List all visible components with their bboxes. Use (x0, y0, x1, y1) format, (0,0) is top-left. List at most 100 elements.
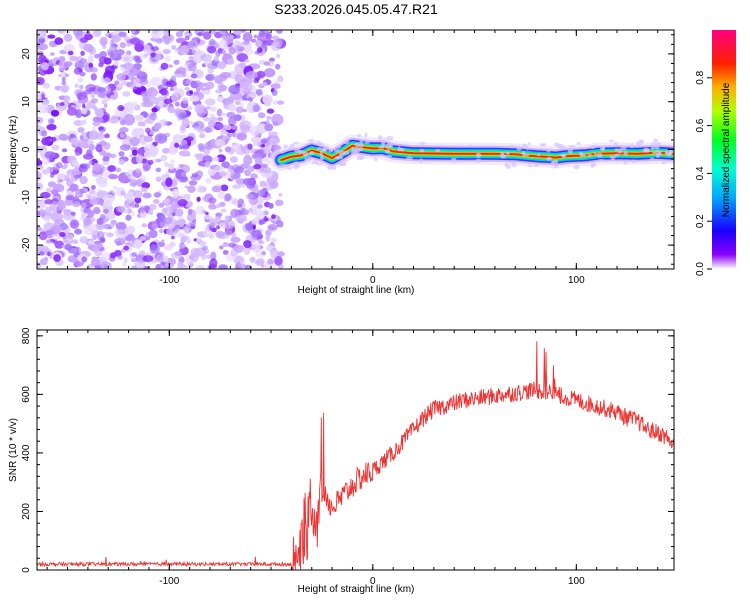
noise-blob (261, 251, 267, 256)
noise-blob (61, 80, 67, 86)
noise-blob (160, 239, 165, 243)
noise-blob (215, 45, 220, 49)
track-speckle (553, 165, 559, 169)
noise-blob (239, 62, 247, 69)
noise-blob (172, 188, 180, 198)
noise-blob (50, 109, 60, 117)
noise-blob (209, 258, 218, 269)
noise-blob (88, 62, 93, 68)
noise-blob (224, 235, 230, 239)
noise-blob (44, 214, 51, 223)
noise-blob (168, 107, 176, 113)
noise-blob (218, 264, 228, 269)
noise-blob (256, 70, 266, 79)
track-speckle (511, 162, 518, 168)
noise-blob (221, 135, 228, 140)
noise-blob (230, 208, 240, 219)
noise-blob (74, 139, 86, 149)
noise-blob (40, 62, 50, 71)
noise-blob (141, 182, 151, 189)
noise-blob (135, 154, 143, 164)
track-speckle (587, 154, 593, 157)
noise-blob (119, 144, 131, 151)
noise-blob (163, 198, 171, 204)
noise-blob (226, 58, 235, 65)
noise-blob (209, 106, 217, 112)
noise-blob (270, 247, 279, 259)
noise-blob (213, 55, 219, 63)
track-speckle (308, 138, 315, 143)
noise-blob (103, 85, 112, 94)
track-speckle (293, 161, 300, 166)
noise-blob (46, 251, 51, 257)
noise-blob (54, 37, 64, 45)
noise-blob (239, 261, 245, 265)
noise-blob (144, 53, 149, 57)
noise-blob (245, 93, 255, 100)
noise-blob (134, 55, 141, 61)
noise-blob (149, 244, 160, 254)
noise-blob (103, 77, 111, 85)
noise-blob (37, 124, 42, 131)
noise-blob (87, 240, 95, 245)
noise-blob (156, 254, 164, 262)
track-speckle (289, 143, 295, 148)
noise-blob (129, 178, 137, 187)
noise-blob (257, 204, 263, 209)
track-speckle (381, 139, 388, 143)
noise-blob (95, 108, 104, 119)
noise-blob (109, 223, 115, 228)
noise-blob (44, 206, 52, 217)
noise-blob (58, 133, 67, 139)
track-speckle (655, 141, 662, 146)
noise-blob (148, 209, 154, 216)
noise-blob (217, 156, 223, 161)
track-speckle (381, 141, 386, 146)
noise-blob (72, 201, 81, 208)
track-speckle (573, 164, 580, 170)
noise-blob (206, 254, 212, 260)
snr-x-tick-label: -100 (159, 576, 179, 587)
noise-blob (218, 148, 223, 153)
noise-blob (103, 194, 116, 203)
noise-blob (151, 46, 159, 52)
noise-blob (98, 62, 104, 68)
track-speckle (662, 159, 666, 165)
noise-blob (67, 255, 78, 263)
noise-blob (243, 247, 251, 255)
noise-blob (115, 241, 122, 246)
noise-blob (73, 30, 83, 37)
noise-blob (271, 214, 276, 220)
noise-blob (177, 261, 184, 268)
noise-blob (110, 94, 118, 100)
noise-blob (83, 43, 94, 53)
noise-blob (96, 231, 105, 241)
snr-y-tick-label: 600 (21, 386, 32, 403)
noise-blob (130, 30, 136, 34)
noise-blob (173, 228, 182, 238)
noise-blob (269, 180, 279, 189)
track-speckle (610, 158, 616, 162)
noise-blob (123, 257, 128, 263)
track-speckle (508, 144, 515, 149)
noise-blob (239, 81, 253, 93)
noise-blob (155, 37, 163, 44)
noise-blob (199, 40, 207, 45)
noise-blob (137, 40, 145, 46)
noise-blob (265, 119, 271, 126)
track-speckle (326, 165, 334, 171)
noise-blob (37, 160, 43, 166)
noise-blob (254, 260, 264, 266)
colorbar: 0.0 0.2 0.4 0.6 0.8 Normalized spectral ampl… (695, 30, 736, 276)
noise-blob (274, 78, 282, 85)
noise-blob (204, 225, 210, 231)
noise-blob (248, 97, 253, 102)
noise-blob (89, 67, 98, 73)
noise-blob (180, 175, 187, 182)
noise-blob (178, 243, 186, 249)
track-speckle (506, 164, 512, 170)
noise-blob (125, 214, 132, 221)
track-speckle (294, 149, 301, 154)
noise-blob (170, 235, 175, 240)
noise-blob (207, 68, 214, 74)
